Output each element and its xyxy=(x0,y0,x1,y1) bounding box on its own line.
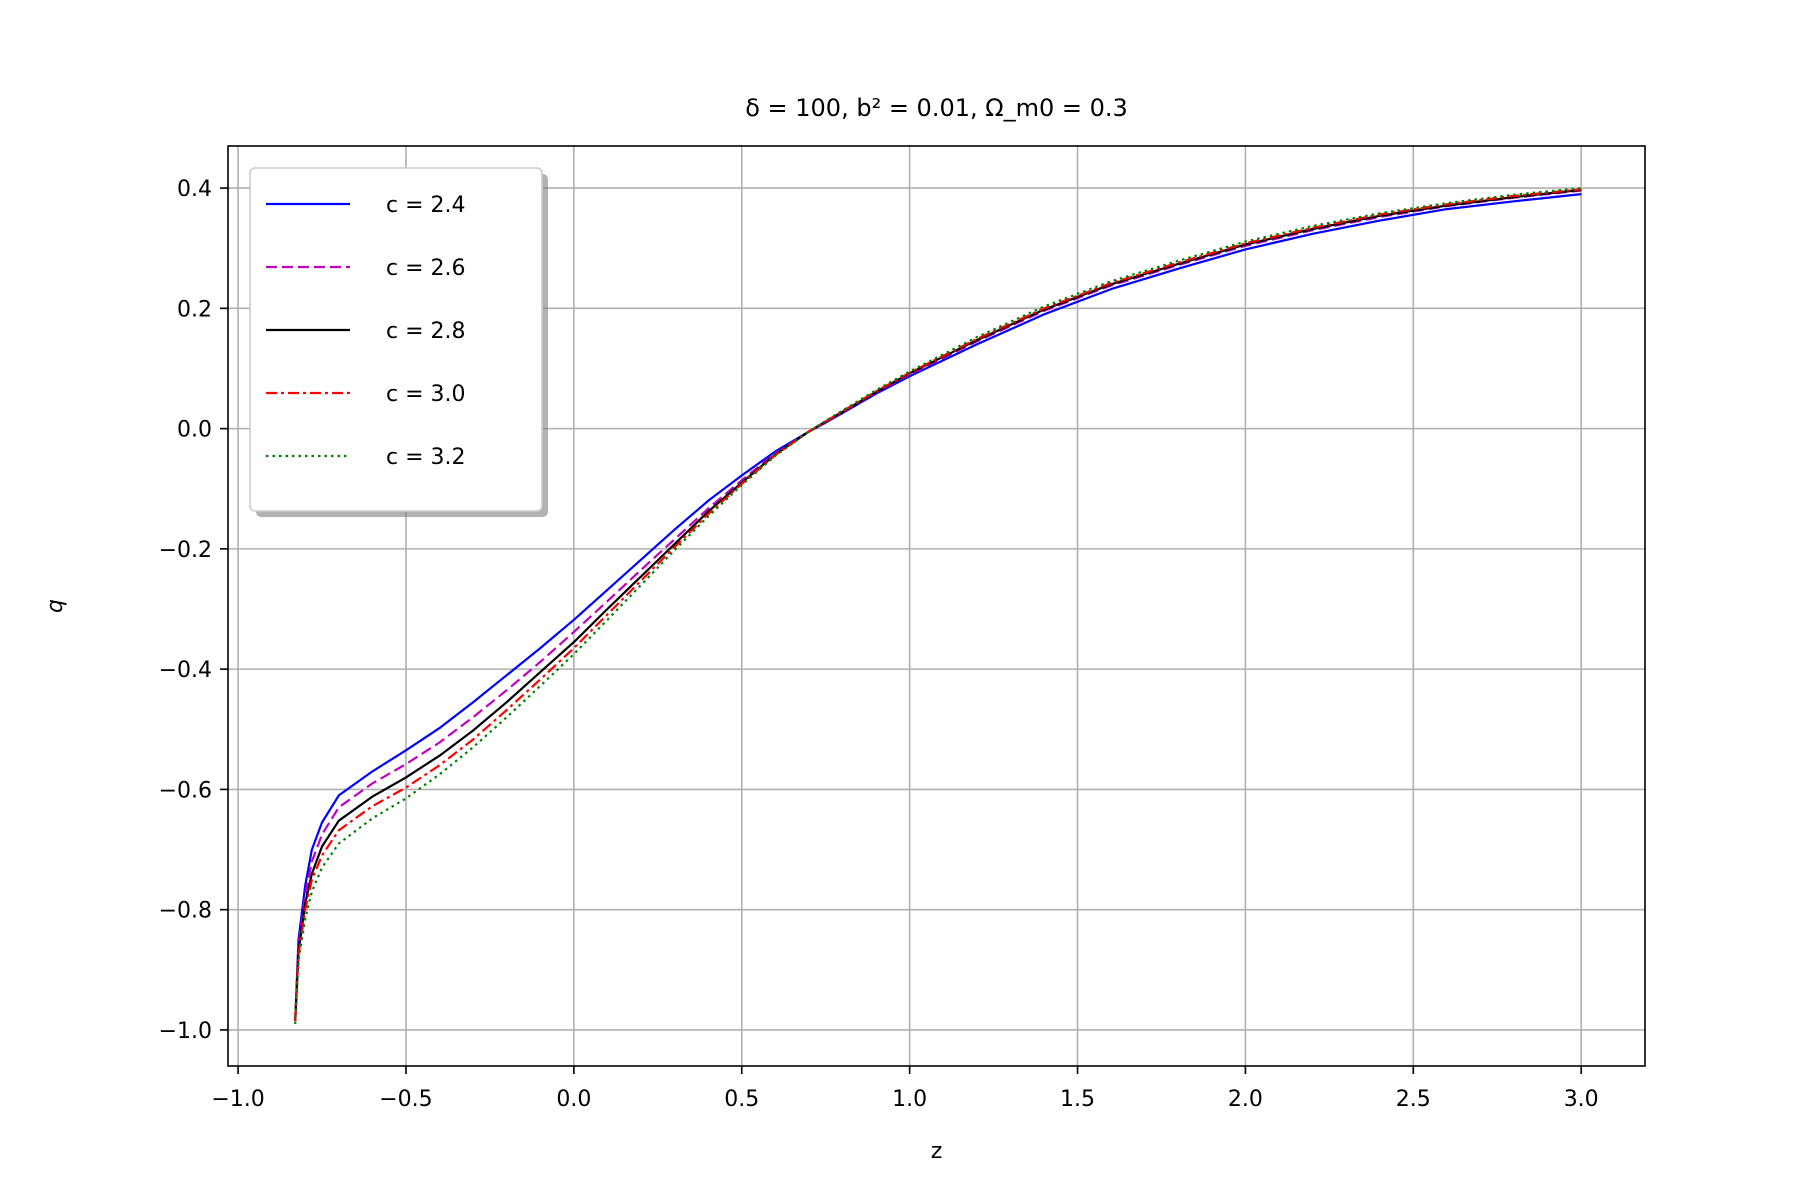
y-tick-label: −0.2 xyxy=(159,538,212,563)
series-line xyxy=(294,188,1582,1021)
legend-box xyxy=(249,167,543,512)
x-tick-label: 0.5 xyxy=(724,1087,759,1112)
y-tick-label: 0.2 xyxy=(177,297,212,322)
legend: c = 2.4 c = 2.6 c = 2.8 c = 3.0 c = 3.2 xyxy=(249,167,548,517)
chart-title: δ = 100, b² = 0.01, Ω_m0 = 0.3 xyxy=(745,94,1128,122)
x-tick-label: 3.0 xyxy=(1564,1087,1599,1112)
x-tick-label: 1.0 xyxy=(892,1087,927,1112)
legend-label: c = 2.6 xyxy=(386,256,466,281)
legend-label: c = 3.2 xyxy=(386,445,466,470)
x-tick-label: 2.5 xyxy=(1396,1087,1431,1112)
y-tick-label: 0.0 xyxy=(177,418,212,443)
legend-label: c = 2.4 xyxy=(386,193,466,218)
series-line xyxy=(294,187,1582,1024)
x-tick-label: 1.5 xyxy=(1060,1087,1095,1112)
legend-label: c = 2.8 xyxy=(386,319,466,344)
x-tick-label: −0.5 xyxy=(379,1087,432,1112)
x-tick-label: −1.0 xyxy=(211,1087,264,1112)
y-tick-label: 0.4 xyxy=(177,177,212,202)
series-line xyxy=(294,193,1582,1021)
y-tick-label: −0.4 xyxy=(159,658,212,683)
x-tick-label: 0.0 xyxy=(556,1087,591,1112)
y-axis-label: q xyxy=(43,599,68,613)
series-lines xyxy=(294,187,1582,1024)
y-tick-label: −1.0 xyxy=(159,1019,212,1044)
legend-label: c = 3.0 xyxy=(386,382,466,407)
x-axis-label: z xyxy=(931,1139,943,1164)
axis-ticks: −1.0 −0.5 0.0 0.5 1.0 1.5 2.0 2.5 3.0 0.4 0.2 0.0 −0… xyxy=(159,177,1599,1112)
y-tick-label: −0.6 xyxy=(159,778,212,803)
x-tick-label: 2.0 xyxy=(1228,1087,1263,1112)
series-line xyxy=(294,188,1582,1021)
series-line xyxy=(294,189,1582,1021)
y-tick-label: −0.8 xyxy=(159,899,212,924)
plot-frame xyxy=(227,145,1646,1067)
